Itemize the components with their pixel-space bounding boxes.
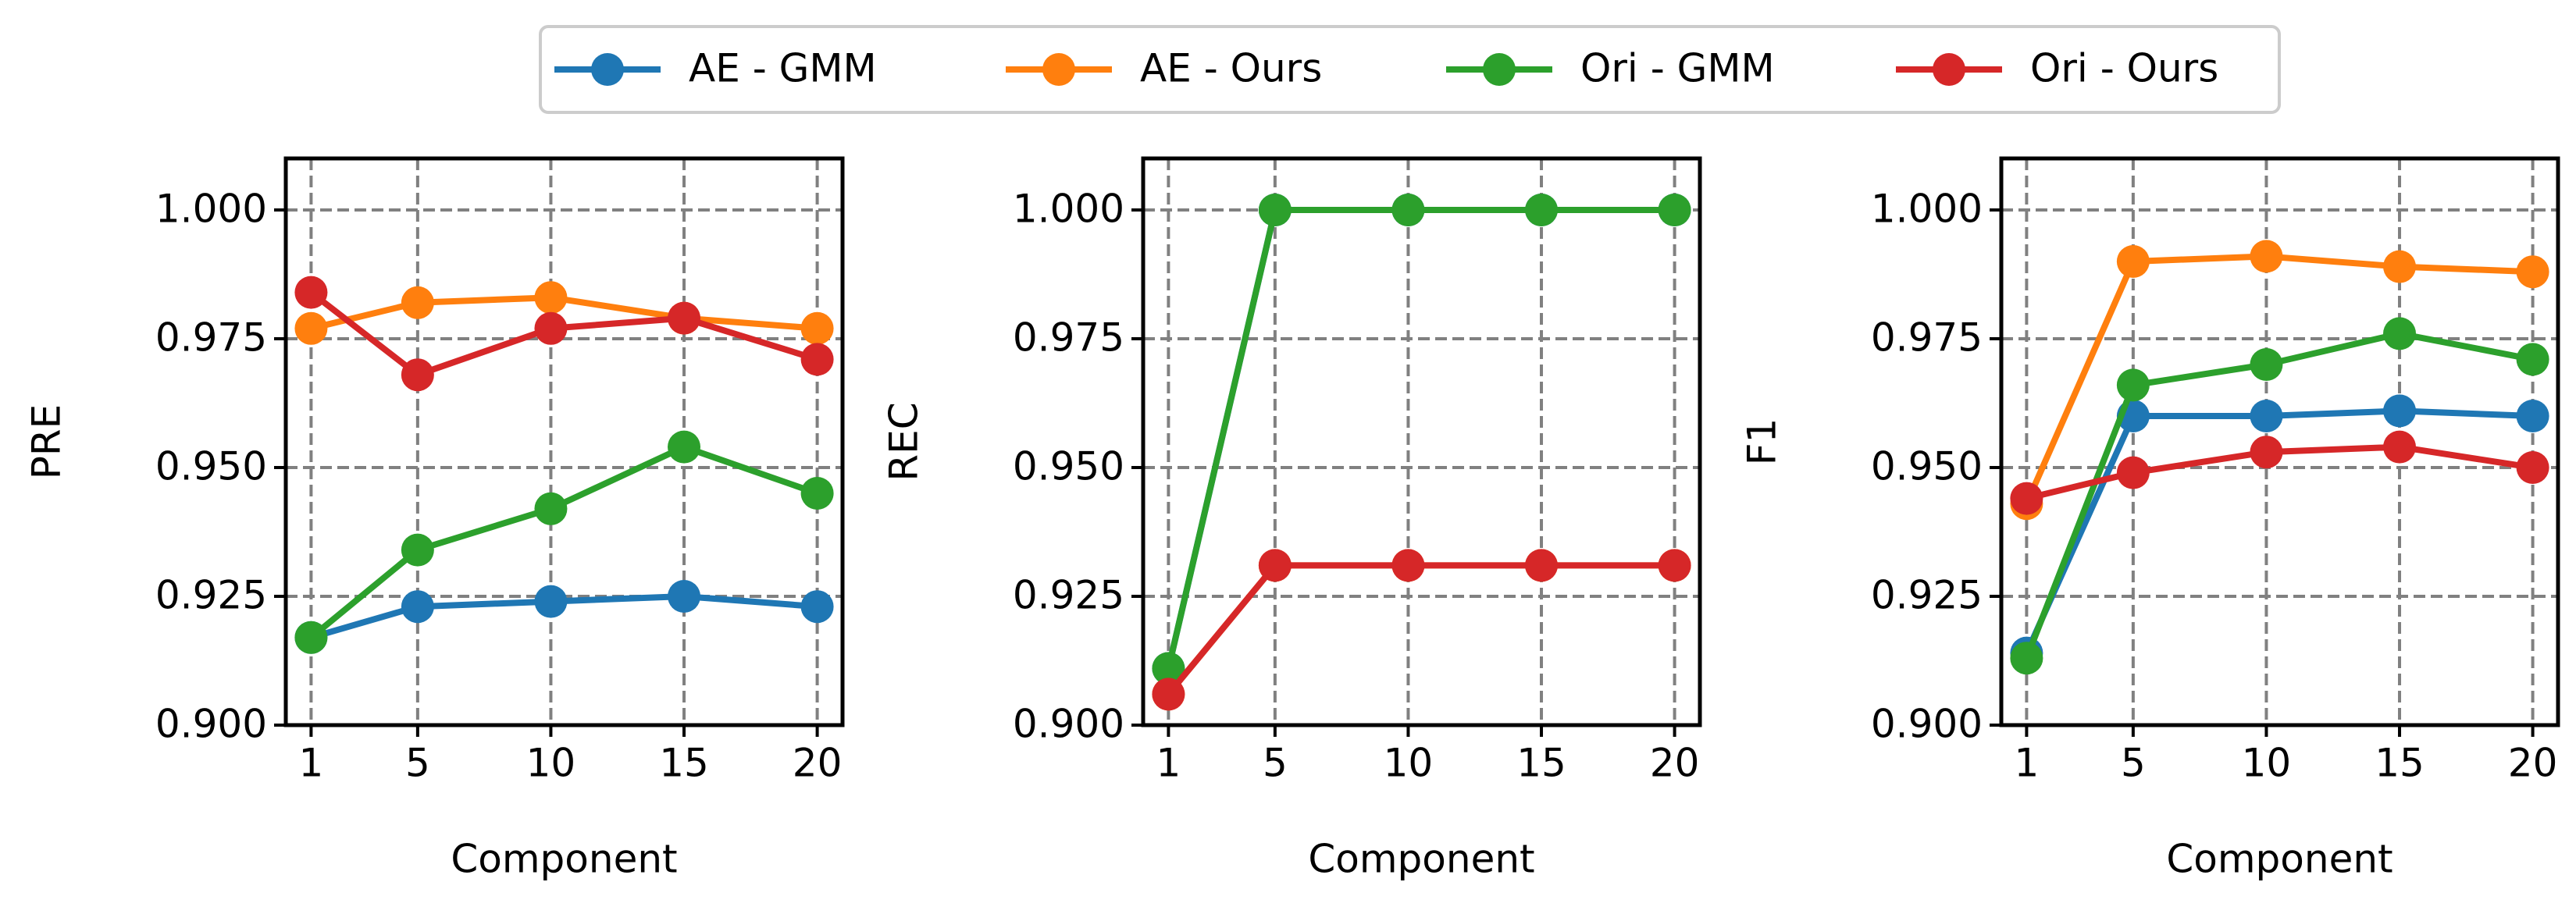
data-point: [2383, 394, 2417, 428]
data-point: [2383, 317, 2417, 350]
x-tick-label: 10: [2242, 741, 2292, 786]
data-point: [294, 311, 328, 345]
legend-marker: [1933, 53, 1965, 86]
x-tick-label: 20: [2508, 741, 2558, 786]
y-tick-label: 0.950: [155, 444, 267, 489]
legend-box: [539, 25, 2281, 114]
data-point: [1525, 549, 1559, 582]
x-tick-label: 15: [1516, 741, 1566, 786]
data-point: [2516, 451, 2549, 484]
data-point: [294, 276, 328, 309]
data-point: [668, 430, 701, 464]
x-tick-label: 20: [793, 741, 843, 786]
data-point: [2010, 482, 2043, 515]
data-point: [1152, 677, 1185, 711]
y-axis-label: PRE: [24, 404, 69, 479]
y-tick-label: 0.950: [1013, 444, 1124, 489]
data-point: [401, 590, 434, 624]
data-point: [401, 286, 434, 319]
series-line: [1166, 562, 1675, 696]
y-tick-label: 0.975: [1871, 315, 1983, 361]
y-tick-label: 0.925: [1871, 573, 1983, 618]
x-axis-label: Component: [451, 837, 677, 882]
x-tick-label: 1: [299, 741, 324, 786]
x-tick-label: 5: [405, 741, 430, 786]
legend-marker: [1483, 53, 1516, 86]
axes-frame: [1999, 156, 2560, 727]
x-tick-label: 10: [1384, 741, 1434, 786]
legend-label: Ori - GMM: [1580, 46, 1775, 91]
y-tick-label: 1.000: [155, 187, 267, 232]
y-tick-label: 0.900: [155, 702, 267, 747]
legend-label: AE - Ours: [1140, 46, 1322, 91]
legend-marker: [591, 53, 624, 86]
x-tick-label: 20: [1650, 741, 1700, 786]
data-point: [2516, 400, 2549, 432]
x-axis-label: Component: [1308, 837, 1534, 882]
y-tick-label: 0.925: [155, 573, 267, 618]
legend-marker: [1042, 53, 1075, 86]
series-line: [1166, 562, 1675, 696]
x-tick-label: 1: [1156, 741, 1181, 786]
data-point: [2383, 250, 2417, 283]
data-point: [534, 281, 568, 315]
data-point: [534, 492, 568, 525]
y-tick-label: 0.975: [155, 315, 267, 361]
data-point: [401, 358, 434, 392]
data-point: [1391, 549, 1425, 582]
data-point: [800, 311, 834, 345]
data-point: [668, 301, 701, 335]
legend-label: Ori - Ours: [2030, 46, 2218, 91]
data-point: [1391, 194, 1425, 226]
data-point: [2250, 400, 2283, 432]
data-point: [800, 590, 834, 624]
data-point: [534, 311, 568, 345]
y-tick-label: 0.975: [1013, 315, 1124, 361]
x-tick-label: 15: [659, 741, 709, 786]
data-point: [1658, 194, 1691, 226]
x-tick-label: 5: [2121, 741, 2146, 786]
data-point: [294, 621, 328, 654]
data-point: [2116, 456, 2150, 489]
data-point: [401, 533, 434, 567]
x-tick-label: 5: [1263, 741, 1288, 786]
data-point: [2383, 430, 2417, 464]
axes-frame: [283, 156, 845, 727]
data-point: [2250, 240, 2283, 273]
data-point: [2250, 436, 2283, 469]
y-tick-label: 0.900: [1013, 702, 1124, 747]
x-tick-label: 1: [2015, 741, 2040, 786]
data-point: [1525, 194, 1559, 226]
y-tick-label: 1.000: [1871, 187, 1983, 232]
y-tick-label: 0.900: [1871, 702, 1983, 747]
legend-label: AE - GMM: [689, 46, 877, 91]
data-point: [2116, 368, 2150, 402]
axes-frame: [1141, 156, 1702, 727]
data-point: [800, 477, 834, 510]
data-point: [1152, 652, 1185, 685]
data-point: [2010, 642, 2043, 675]
data-point: [800, 343, 834, 376]
data-point: [2250, 348, 2283, 381]
data-point: [668, 580, 701, 613]
data-point: [1658, 549, 1691, 582]
data-point: [1258, 194, 1292, 226]
data-point: [1258, 549, 1292, 582]
data-point: [2516, 343, 2549, 376]
y-tick-label: 1.000: [1013, 187, 1124, 232]
data-point: [534, 585, 568, 618]
x-tick-label: 15: [2375, 741, 2425, 786]
x-axis-label: Component: [2166, 837, 2393, 882]
data-point: [2116, 245, 2150, 278]
y-axis-label: F1: [1740, 418, 1785, 466]
x-tick-label: 10: [526, 741, 576, 786]
data-point: [2516, 255, 2549, 289]
series-line: [2023, 330, 2534, 660]
y-tick-label: 0.950: [1871, 444, 1983, 489]
y-tick-label: 0.925: [1013, 573, 1124, 618]
y-axis-label: REC: [882, 402, 927, 481]
